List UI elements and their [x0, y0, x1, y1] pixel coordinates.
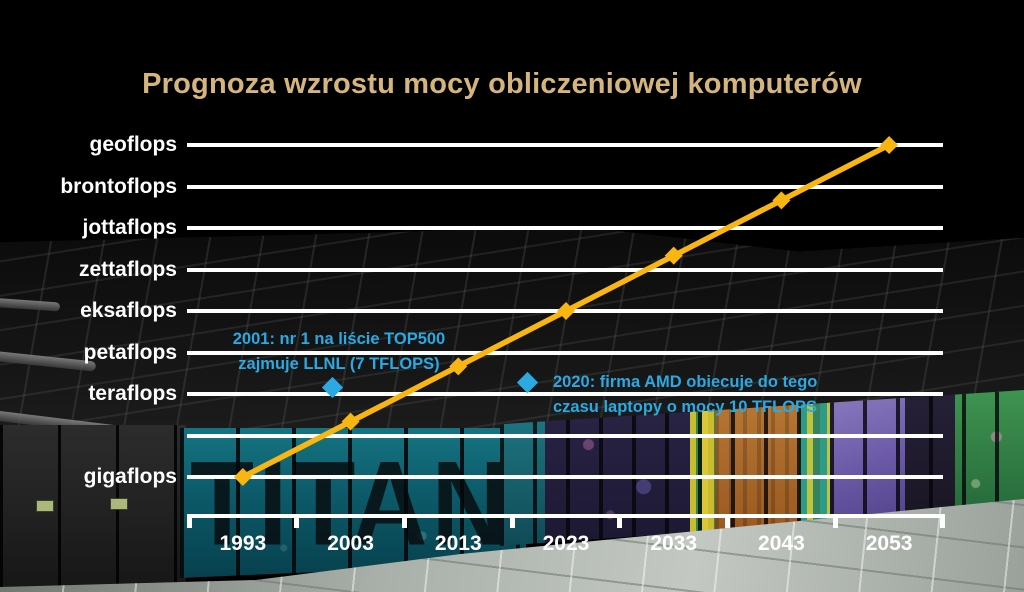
- x-axis-label: 1993: [219, 532, 267, 555]
- annotation-text-line: zajmuje LLNL (7 TFLOPS): [238, 355, 440, 373]
- background-cabinets-left: [0, 425, 186, 592]
- y-axis-label: teraflops: [88, 382, 177, 405]
- annotation-2020: 2020: firma AMD obiecuje do tego czasu la…: [553, 370, 993, 420]
- x-axis-tick: [617, 514, 623, 528]
- y-axis-label: geoflops: [89, 133, 178, 156]
- y-axis-label: eksaflops: [80, 299, 177, 322]
- x-axis-tick: [940, 514, 946, 528]
- y-axis-label: petaflops: [83, 340, 177, 364]
- x-axis-tick: [509, 514, 515, 528]
- gridline: [187, 226, 943, 230]
- data-point-marker: [772, 191, 791, 210]
- y-axis-label: gigaflops: [83, 465, 177, 488]
- annotation-2001: 2001: nr 1 na liście TOP500 zajmuje LLNL …: [119, 327, 559, 377]
- y-axis-label: brontoflops: [60, 174, 177, 198]
- annotation-text-line: 2020: firma AMD obiecuje do tego: [553, 373, 818, 391]
- y-axis-label: jottaflops: [82, 216, 178, 239]
- x-axis-tick: [725, 514, 731, 528]
- annotation-text-line: 2001: nr 1 na liście TOP500: [232, 330, 446, 348]
- annotation-text-line: czasu laptopy o mocy 10 TFLOPS: [553, 398, 818, 416]
- x-axis-label: 2053: [865, 532, 913, 555]
- x-axis-label: 2023: [542, 532, 590, 555]
- x-axis-label: 2043: [758, 532, 805, 555]
- cabinet-led-label: [110, 498, 128, 510]
- x-axis-label: 2033: [650, 532, 698, 555]
- y-axis-label: zettaflops: [78, 257, 177, 281]
- x-axis-line: [187, 514, 943, 518]
- cabinet-led-label: [36, 500, 54, 512]
- x-axis-label: 2013: [434, 532, 482, 555]
- gridline: [187, 143, 943, 147]
- x-axis-label: 2003: [327, 532, 374, 555]
- x-axis-tick: [294, 514, 300, 528]
- x-axis-tick: [832, 514, 838, 528]
- gridline: [187, 184, 943, 189]
- gridline: [187, 475, 943, 479]
- x-axis-tick: [186, 514, 192, 528]
- gridline: [187, 309, 943, 313]
- x-axis-tick: [401, 514, 407, 528]
- gridline: [187, 267, 943, 272]
- chart-title: Prognoza wzrostu mocy obliczeniowej komp…: [142, 68, 862, 100]
- gridline: [187, 433, 943, 438]
